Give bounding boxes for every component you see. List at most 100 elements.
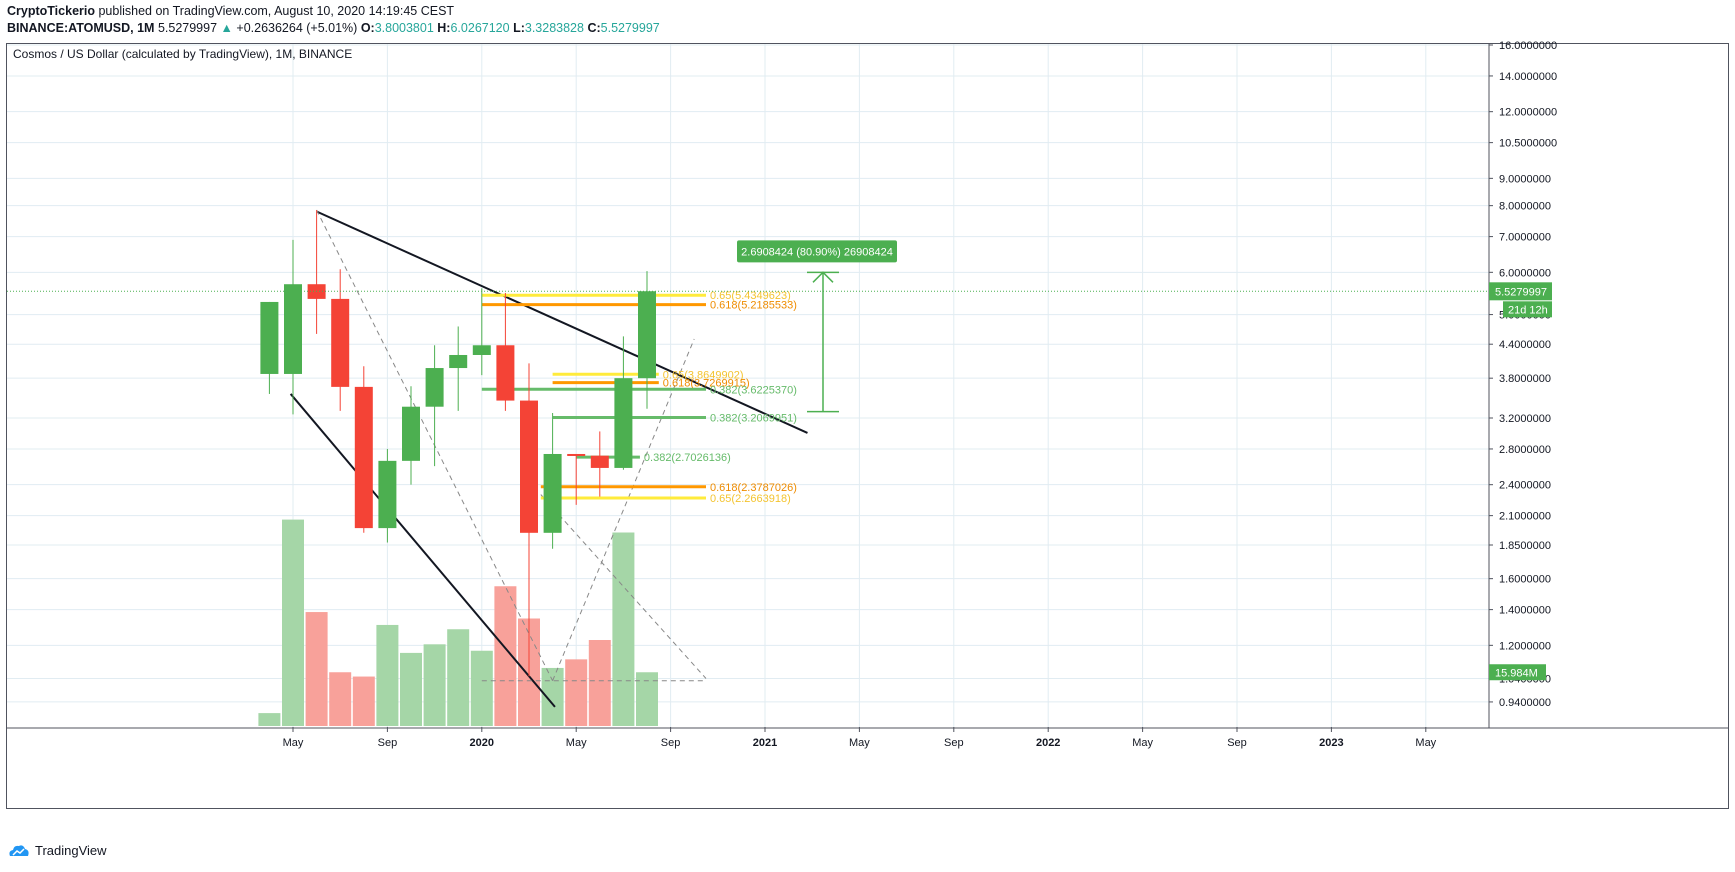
- volume-bar: [636, 672, 658, 726]
- volume-bar: [541, 667, 564, 726]
- y-tick-label: 2.4000000: [1499, 480, 1551, 492]
- candle-body[interactable]: [614, 378, 633, 468]
- candle-body[interactable]: [449, 354, 468, 369]
- y-tick-label: 12.0000000: [1499, 107, 1557, 119]
- volume-bar: [565, 659, 588, 726]
- fib-level-label: 0.382(3.6225370): [710, 384, 797, 396]
- countdown-badge: [1503, 301, 1552, 318]
- candle-body[interactable]: [520, 400, 538, 533]
- candle-body[interactable]: [638, 291, 656, 379]
- change-text: +0.2636264 (+5.01%): [236, 21, 358, 35]
- fib-level-label: 0.65(2.2663918): [710, 493, 791, 505]
- close-value: 5.5279997: [600, 21, 660, 35]
- publish-info: CryptoTickerio published on TradingView.…: [7, 4, 454, 18]
- x-tick-label: May: [1415, 737, 1436, 749]
- close-label: C:: [587, 21, 601, 35]
- fib-level-label: 0.65(5.4349623): [710, 290, 791, 302]
- fib-level-label: 0.618(5.2185533): [710, 300, 797, 312]
- candle-body[interactable]: [590, 455, 609, 468]
- y-tick-label: 8.0000000: [1499, 201, 1551, 213]
- ohlc-line: BINANCE:ATOMUSD, 1M 5.5279997 ▲ +0.26362…: [7, 21, 660, 35]
- candle-body[interactable]: [543, 453, 562, 533]
- fib-level-label: 0.382(3.2069951): [710, 413, 797, 425]
- candle-body[interactable]: [378, 460, 397, 529]
- volume-bar: [494, 586, 517, 726]
- volume-bar: [588, 640, 611, 726]
- y-tick-label: 10.5000000: [1499, 138, 1557, 150]
- fib-helper-line[interactable]: [552, 338, 695, 681]
- measure-label: 2.6908424 (80.90%) 26908424: [741, 246, 893, 258]
- y-tick-label: 7.0000000: [1499, 232, 1551, 244]
- volume-bar: [376, 624, 399, 726]
- y-tick-label: 14.0000000: [1499, 71, 1557, 83]
- y-tick-label: 4.4000000: [1499, 339, 1551, 351]
- last-price: 5.5279997: [157, 21, 218, 35]
- x-tick-label: May: [283, 737, 304, 749]
- candle-body[interactable]: [284, 284, 302, 374]
- trendline-upper[interactable]: [316, 210, 808, 434]
- candle-body[interactable]: [472, 345, 491, 355]
- x-tick-label: Sep: [1227, 737, 1247, 749]
- volume-bar: [305, 612, 328, 726]
- fib-level-label: 0.65(3.8649902): [663, 369, 744, 381]
- trendline-lower[interactable]: [289, 393, 556, 708]
- y-tick-label: 9.0000000: [1499, 173, 1551, 185]
- volume-bar: [447, 629, 470, 726]
- measure-label-box: [737, 240, 897, 263]
- y-tick-label: 1.4000000: [1499, 605, 1551, 617]
- y-tick-label: 3.2000000: [1499, 413, 1551, 425]
- candle-body[interactable]: [331, 298, 350, 387]
- y-tick-label: 6.0000000: [1499, 267, 1551, 279]
- volume-bar: [423, 644, 446, 726]
- fib-level-label: 0.618(2.3787026): [710, 482, 797, 494]
- volume-bar: [282, 519, 304, 726]
- y-tick-label: 0.9400000: [1499, 697, 1551, 709]
- candle-body[interactable]: [567, 453, 586, 456]
- candle-body[interactable]: [496, 345, 515, 401]
- x-tick-label: Sep: [661, 737, 681, 749]
- x-tick-label: 2020: [470, 737, 494, 749]
- low-label: L:: [513, 21, 525, 35]
- volume-bar: [612, 532, 635, 726]
- high-label: H:: [437, 21, 451, 35]
- volume-bar: [400, 652, 422, 726]
- volume-bar: [258, 713, 281, 726]
- low-value: 3.3283828: [524, 21, 584, 35]
- candle-body[interactable]: [354, 386, 373, 529]
- change-arrow-icon: ▲: [220, 21, 233, 35]
- author-name[interactable]: CryptoTickerio: [7, 4, 95, 18]
- footer-brand[interactable]: TradingView: [8, 843, 107, 858]
- chart-title: Cosmos / US Dollar (calculated by Tradin…: [13, 47, 352, 61]
- tradingview-logo-icon: [9, 844, 29, 856]
- fib-level-label: 0.618(3.7269915): [663, 378, 750, 390]
- volume-badge: [1489, 664, 1546, 681]
- x-tick-label: May: [849, 737, 870, 749]
- x-tick-label: May: [566, 737, 587, 749]
- x-tick-label: Sep: [944, 737, 964, 749]
- candle-body[interactable]: [402, 406, 420, 461]
- open-label: O:: [360, 21, 375, 35]
- countdown-label: 21d 12h: [1508, 304, 1548, 316]
- y-tick-label: 2.8000000: [1499, 444, 1551, 456]
- x-tick-label: Sep: [378, 737, 398, 749]
- volume-bar: [329, 672, 352, 726]
- y-tick-label: 1.2000000: [1499, 640, 1551, 652]
- chart-frame: [6, 43, 1729, 809]
- y-tick-label: 3.8000000: [1499, 373, 1551, 385]
- y-tick-label: 16.0000000: [1499, 40, 1557, 52]
- fib-level-label: 0.382(2.7026136): [644, 452, 731, 464]
- volume-bar: [352, 676, 375, 726]
- x-tick-label: 2022: [1036, 737, 1060, 749]
- y-tick-label: 1.8500000: [1499, 540, 1551, 552]
- y-tick-label: 2.1000000: [1499, 511, 1551, 523]
- open-value: 3.8003801: [374, 21, 434, 35]
- x-tick-label: 2023: [1319, 737, 1343, 749]
- x-tick-label: 2021: [753, 737, 777, 749]
- volume-bar: [470, 650, 493, 726]
- x-tick-label: May: [1132, 737, 1153, 749]
- y-tick-label: 1.6000000: [1499, 574, 1551, 586]
- volume-badge-label: 15.984M: [1495, 667, 1538, 679]
- candle-body[interactable]: [260, 301, 279, 374]
- candle-body[interactable]: [425, 368, 444, 407]
